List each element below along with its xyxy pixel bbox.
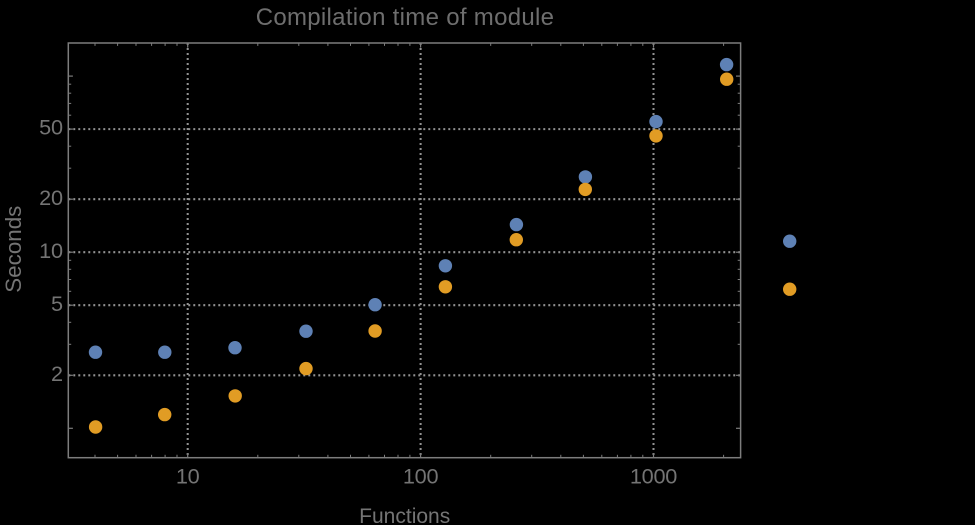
- svg-text:5: 5: [51, 291, 63, 316]
- svg-text:20: 20: [39, 185, 63, 210]
- svg-text:50: 50: [39, 115, 63, 140]
- svg-text:1000: 1000: [630, 464, 677, 489]
- svg-text:100: 100: [403, 464, 439, 489]
- svg-text:10: 10: [39, 238, 63, 263]
- svg-text:2: 2: [51, 361, 63, 386]
- svg-text:Functions: Functions: [359, 505, 450, 525]
- svg-text:Seconds: Seconds: [1, 206, 26, 293]
- svg-text:Compilation time of module: Compilation time of module: [256, 4, 555, 31]
- svg-text:10: 10: [176, 464, 200, 489]
